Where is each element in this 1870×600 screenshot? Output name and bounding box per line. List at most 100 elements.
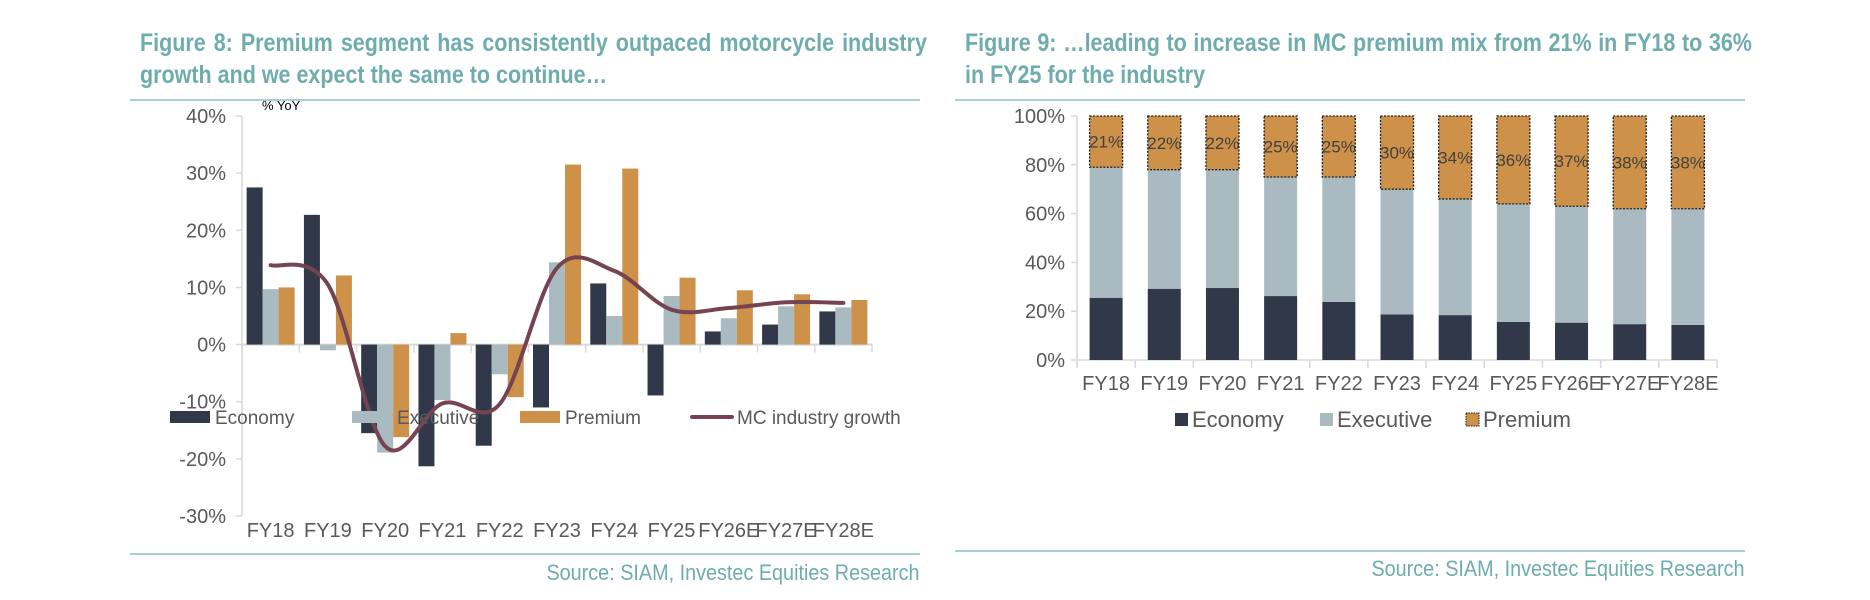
bar-economy	[1438, 315, 1472, 360]
bar-premium	[1496, 115, 1531, 205]
bar-premium	[1612, 115, 1647, 210]
bar-executive	[606, 316, 623, 345]
bar-economy	[1380, 314, 1414, 360]
bar-economy	[1496, 321, 1530, 360]
x-tick-label: FY25	[648, 520, 696, 542]
bar-executive	[491, 344, 508, 375]
legend-swatch-economy	[170, 411, 210, 423]
x-tick-label: FY24	[590, 520, 638, 542]
bar-executive	[1438, 198, 1472, 316]
data-label: 38%	[1671, 153, 1705, 172]
bar-premium	[335, 275, 352, 345]
x-tick-label: FY25	[1489, 373, 1537, 395]
data-label: 37%	[1555, 152, 1589, 171]
x-tick-label: FY21	[419, 520, 467, 542]
figure-9-panel: Figure 9: …leading to increase in MC pre…	[955, 0, 1752, 600]
legend-label: Economy	[215, 408, 295, 429]
x-tick-label: FY26E	[1541, 373, 1602, 395]
bar-executive	[1613, 208, 1647, 325]
figure-8-source: Source: SIAM, Investec Equities Research	[546, 560, 920, 585]
bar-executive	[319, 344, 336, 351]
bar-executive	[262, 289, 279, 345]
bar-executive	[549, 262, 565, 345]
bar-economy	[1322, 301, 1356, 360]
bar-executive	[377, 344, 394, 453]
bar-premium	[1205, 115, 1240, 171]
bar-executive	[778, 306, 795, 345]
x-tick-label: FY23	[1373, 373, 1421, 395]
figure-9-chart: 0% 20% 40% 60% 80% 100% 21% FY18 22% FY19 22% FY20 2…	[1014, 106, 1719, 432]
x-tick-label: FY19	[1140, 373, 1188, 395]
legend-label: Premium	[565, 408, 641, 429]
y-tick-label: -30%	[179, 506, 226, 528]
data-label: 22%	[1147, 134, 1181, 153]
legend-label: Economy	[1192, 407, 1284, 432]
bar-premium	[393, 344, 410, 438]
y-tick-label: 10%	[186, 277, 226, 299]
title-divider	[130, 99, 920, 101]
bar-premium	[565, 164, 581, 345]
data-label: 36%	[1496, 151, 1530, 170]
bar-premium	[1438, 115, 1473, 200]
bar-economy	[647, 344, 664, 396]
bar-executive	[1264, 177, 1298, 297]
y-tick-label: -20%	[179, 449, 226, 471]
x-tick-label: FY18	[1082, 373, 1130, 395]
legend-label: MC industry growth	[737, 408, 901, 429]
data-label: 21%	[1089, 133, 1123, 152]
data-label: 22%	[1205, 134, 1239, 153]
bar-executive	[434, 344, 451, 400]
bar-economy	[590, 283, 607, 345]
bar-premium	[278, 287, 295, 345]
x-tick-label: FY21	[1257, 373, 1305, 395]
y-tick-label: 100%	[1014, 106, 1065, 128]
y-tick-label: 30%	[186, 163, 226, 185]
x-tick-label: FY22	[1315, 373, 1363, 395]
bar-executive	[1555, 206, 1589, 323]
bar-economy	[762, 324, 779, 345]
bar-executive	[1147, 169, 1181, 289]
bar-economy	[533, 344, 549, 408]
figure-9-title: Figure 9: …leading to increase in MC pre…	[965, 29, 1752, 89]
figure-8-chart: -30% -20% -10% 0% 10% 20% 30% 40% % YoY FY18 FY19 F…	[170, 100, 901, 542]
source-divider	[955, 550, 1745, 552]
data-label: 38%	[1613, 153, 1647, 172]
data-label: 30%	[1380, 144, 1414, 163]
bar-executive	[835, 307, 852, 345]
x-tick-label: FY27E	[1599, 373, 1660, 395]
figure-8-panel: Figure 8: Premium segment has consistent…	[130, 0, 927, 600]
x-tick-label: FY18	[247, 520, 295, 542]
bar-premium	[1554, 115, 1589, 207]
bar-premium	[1379, 115, 1415, 190]
legend-swatch-executive	[1320, 413, 1333, 426]
y-axis-title: % YoY	[262, 100, 301, 113]
y-tick-label: 40%	[1025, 252, 1065, 274]
bar-economy	[246, 187, 263, 345]
bar-economy	[475, 344, 492, 446]
x-tick-label: FY24	[1431, 373, 1479, 395]
bar-premium	[1263, 115, 1298, 178]
legend-label: Executive	[397, 408, 479, 429]
bar-economy	[418, 344, 435, 467]
bar-premium	[622, 168, 639, 345]
legend-swatch-premium	[520, 411, 560, 423]
bar-premium	[1321, 115, 1356, 178]
source-divider	[130, 553, 920, 555]
y-tick-label: 20%	[186, 220, 226, 242]
x-tick-label: FY22	[476, 520, 524, 542]
bar-economy	[704, 331, 721, 345]
legend-label: Executive	[1337, 407, 1432, 432]
bar-premium	[851, 300, 868, 345]
x-tick-label: FY23	[533, 520, 581, 542]
legend-label: Premium	[1483, 407, 1571, 432]
bar-economy	[1264, 296, 1298, 360]
y-tick-label: 0%	[1036, 350, 1065, 372]
bar-economy	[303, 214, 320, 345]
bar-executive	[1205, 169, 1239, 289]
bar-premium	[794, 294, 811, 345]
bar-executive	[663, 296, 680, 345]
bar-economy	[1671, 324, 1705, 360]
bar-premium	[1088, 115, 1124, 168]
figure-9-source: Source: SIAM, Investec Equities Research	[1371, 556, 1745, 581]
x-tick-label: FY28E	[813, 520, 874, 542]
